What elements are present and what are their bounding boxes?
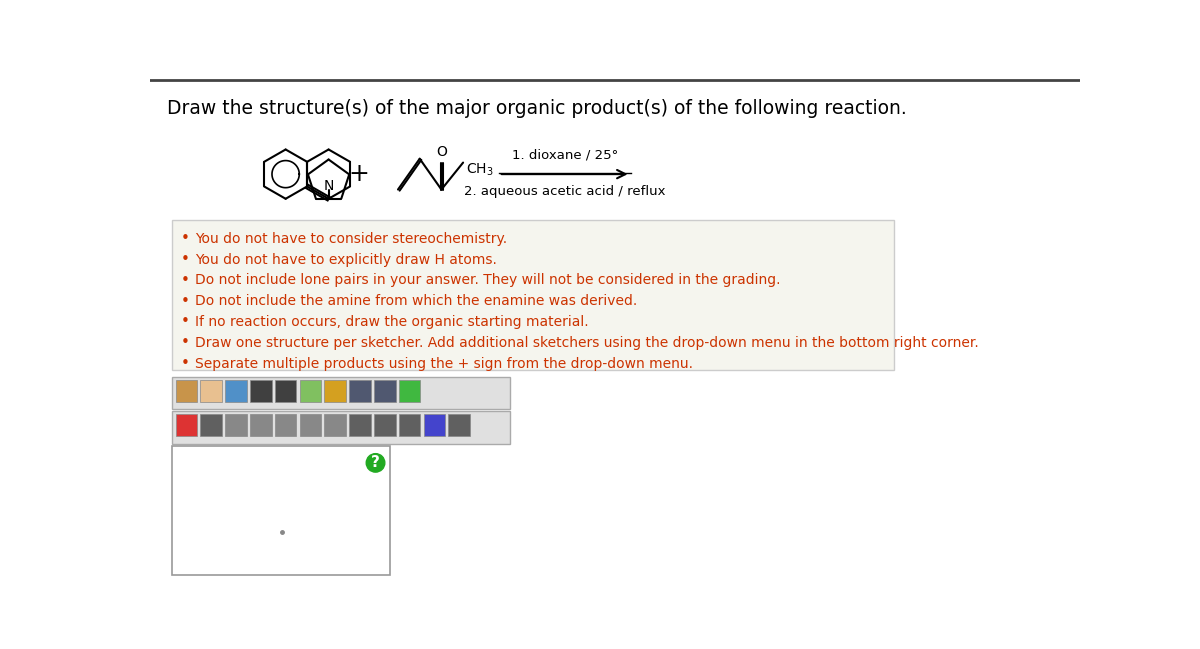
Text: •: • [181, 315, 190, 330]
Bar [449, 414, 470, 436]
Text: 1. dioxane / 25°: 1. dioxane / 25° [511, 149, 618, 162]
Text: Do not include the amine from which the enamine was derived.: Do not include the amine from which the … [194, 294, 637, 308]
Bar [300, 414, 322, 436]
Bar [374, 414, 396, 436]
Text: •: • [181, 231, 190, 247]
Text: Draw one structure per sketcher. Add additional sketchers using the drop-down me: Draw one structure per sketcher. Add add… [194, 336, 979, 350]
Bar [200, 380, 222, 402]
Bar [200, 414, 222, 436]
Bar [424, 414, 445, 436]
Text: Do not include lone pairs in your answer. They will not be considered in the gra: Do not include lone pairs in your answer… [194, 273, 780, 288]
Bar [226, 414, 247, 436]
Circle shape [366, 454, 385, 472]
Text: ?: ? [371, 456, 380, 471]
Bar [250, 414, 271, 436]
Text: You do not have to explicitly draw H atoms.: You do not have to explicitly draw H ato… [194, 252, 497, 267]
Text: +: + [349, 162, 370, 186]
Text: •: • [181, 336, 190, 350]
Text: •: • [181, 252, 190, 267]
Bar [275, 414, 296, 436]
Bar [300, 380, 322, 402]
Text: 2. aqueous acetic acid / reflux: 2. aqueous acetic acid / reflux [464, 185, 665, 198]
Text: CH$_3$: CH$_3$ [466, 162, 494, 178]
Bar [349, 414, 371, 436]
Text: N: N [323, 180, 334, 193]
Text: •: • [181, 294, 190, 309]
Bar [175, 414, 197, 436]
Bar [172, 411, 510, 444]
Bar [398, 414, 420, 436]
Text: O: O [436, 145, 446, 160]
Text: •: • [181, 356, 190, 371]
Bar [250, 380, 271, 402]
Text: Draw the structure(s) of the major organic product(s) of the following reaction.: Draw the structure(s) of the major organ… [167, 99, 907, 118]
Bar [275, 380, 296, 402]
Bar [324, 380, 346, 402]
Bar [226, 380, 247, 402]
Bar [349, 380, 371, 402]
Bar [324, 414, 346, 436]
Text: You do not have to consider stereochemistry.: You do not have to consider stereochemis… [194, 232, 508, 246]
Bar [172, 446, 390, 574]
Bar [398, 380, 420, 402]
Bar [172, 220, 894, 371]
Text: Separate multiple products using the + sign from the drop-down menu.: Separate multiple products using the + s… [194, 356, 692, 371]
Text: If no reaction occurs, draw the organic starting material.: If no reaction occurs, draw the organic … [194, 315, 588, 329]
Bar [172, 376, 510, 409]
Text: •: • [181, 273, 190, 288]
Bar [374, 380, 396, 402]
Bar [175, 380, 197, 402]
